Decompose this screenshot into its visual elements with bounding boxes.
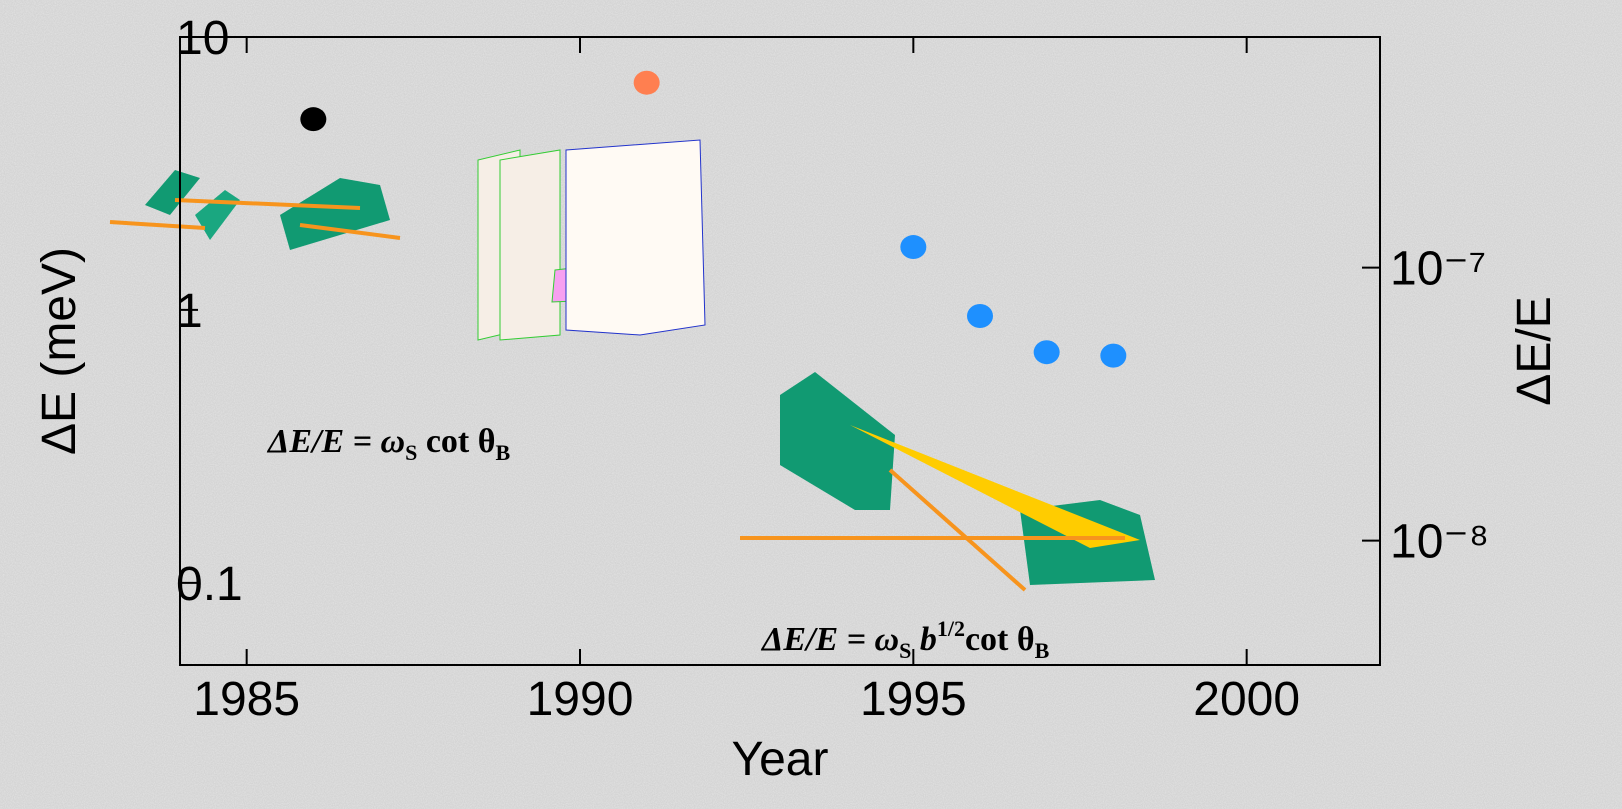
y2-axis-title: ΔE/E <box>1508 296 1561 405</box>
annotation-part: S <box>405 440 417 465</box>
annotation-part: cot θ <box>417 423 495 460</box>
x-tick-label: 2000 <box>1193 673 1300 726</box>
annotation-part: ΔE/E = ω <box>760 621 899 658</box>
data-point <box>967 304 993 328</box>
y-axis-title: ΔE (meV) <box>33 247 86 455</box>
x-axis-title: Year <box>732 733 829 786</box>
x-tick-label: 1995 <box>860 673 967 726</box>
illustration-monochromator <box>478 140 705 340</box>
chart: Year ΔE (meV) ΔE/E ΔE/E = ωS cot θB ΔE/E… <box>0 0 1622 809</box>
y2-tick-label: 10⁻⁸ <box>1390 516 1489 569</box>
data-point <box>300 107 326 131</box>
y-tick-label: 1 <box>176 285 203 338</box>
data-point <box>1034 340 1060 364</box>
y-tick-label: 10 <box>176 12 229 65</box>
annotation-part: B <box>1035 638 1050 663</box>
x-tick-label: 1990 <box>527 673 634 726</box>
y-tick-label: 0.1 <box>176 558 243 611</box>
data-point <box>1100 344 1126 368</box>
annotation-part: cot θ <box>965 621 1035 658</box>
page: Year ΔE (meV) ΔE/E ΔE/E = ωS cot θB ΔE/E… <box>0 0 1622 809</box>
annotation-part: S <box>899 638 911 663</box>
y2-tick-label: 10⁻⁷ <box>1390 243 1486 296</box>
annotation-part: 1/2 <box>937 616 965 641</box>
annotation-part: ΔE/E = ω <box>266 423 405 460</box>
annotation-part: b <box>911 621 937 658</box>
data-point <box>634 71 660 95</box>
x-tick-label: 1985 <box>193 673 300 726</box>
annotation: ΔE/E = ωS cot θB <box>266 423 511 465</box>
data-point <box>900 235 926 259</box>
annotation-part: B <box>496 440 511 465</box>
